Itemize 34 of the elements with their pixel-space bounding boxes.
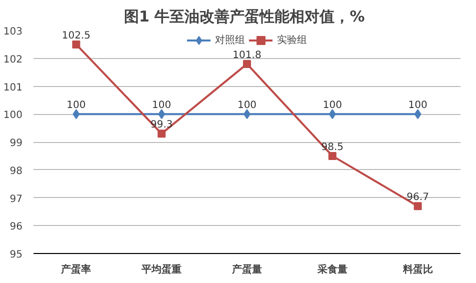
chart-title: 图1 牛至油改善产蛋性能相对值，% [124, 8, 365, 26]
y-tick-label: 96 [10, 222, 23, 233]
legend-label: 对照组 [215, 34, 245, 47]
data-label: 100 [322, 100, 342, 112]
point [328, 109, 336, 120]
y-tick-label: 103 [3, 26, 23, 38]
x-tick-label: 采食量 [316, 264, 348, 276]
point [72, 109, 80, 120]
data-label: 100 [152, 100, 172, 112]
point [328, 152, 336, 160]
point [158, 130, 166, 138]
x-tick-label: 产蛋量 [231, 264, 262, 276]
y-tick-label: 98 [10, 166, 23, 177]
data-label: 102.5 [62, 30, 91, 42]
y-tick-label: 100 [3, 110, 23, 122]
point [243, 60, 251, 68]
data-label: 101.8 [232, 50, 262, 61]
y-tick-label: 102 [3, 54, 23, 66]
point [72, 40, 80, 48]
legend-label: 实验组 [277, 34, 307, 47]
y-tick-label: 101 [3, 82, 23, 94]
data-label: 96.7 [406, 192, 429, 204]
x-tick-label: 平均蛋重 [140, 264, 182, 276]
point [414, 202, 422, 210]
y-tick-label: 95 [10, 250, 23, 260]
x-tick-label: 产蛋率 [60, 264, 92, 276]
x-tick-label: 料蛋比 [402, 264, 433, 276]
y-tick-label: 99 [10, 138, 23, 149]
y-tick-label: 97 [10, 194, 23, 205]
data-label: 100 [66, 100, 86, 112]
point [158, 109, 166, 120]
point [414, 109, 422, 120]
data-label: 100 [408, 100, 428, 112]
data-label: 100 [237, 100, 257, 112]
